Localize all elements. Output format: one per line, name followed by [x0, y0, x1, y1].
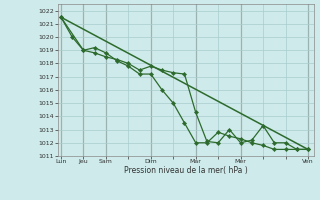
X-axis label: Pression niveau de la mer( hPa ): Pression niveau de la mer( hPa ): [124, 166, 247, 175]
